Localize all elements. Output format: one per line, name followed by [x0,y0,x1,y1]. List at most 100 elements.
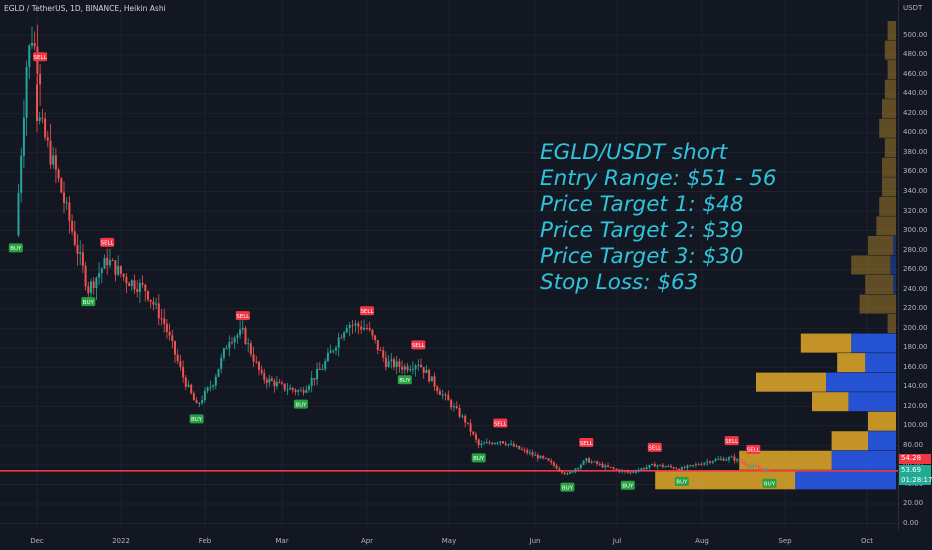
symbol-header[interactable]: EGLD / TetherUS, 1D, BINANCE, Heikin Ash… [4,4,166,13]
candle-body [214,376,217,386]
candle-body [483,443,486,445]
volume-profile-up-bar [826,372,896,392]
candle-body [125,276,128,284]
time-axis-label: Oct [860,537,874,545]
price-axis-label: 300.00 [903,226,928,235]
candle-body [664,466,667,468]
signal-badge [762,478,777,488]
signal-badge [235,311,250,321]
candle-body [488,442,491,444]
candle-body [510,443,513,445]
candle-body [441,394,444,396]
candle-body [744,462,747,465]
candle-body [332,350,335,352]
candle-body [81,252,84,266]
annotation-line-1: EGLD/USDT short [540,140,728,165]
candle-body [615,468,618,470]
candle-body [746,464,749,467]
candle-body [160,318,163,320]
candle-body [472,431,475,435]
candle-body [475,434,477,440]
candle-body [768,469,771,471]
candle-body [46,137,49,141]
candle-body [220,357,223,369]
candle-body [569,471,572,474]
candle-body [609,467,612,469]
candle-body [651,464,654,466]
signal-badge [647,442,662,452]
candle-body [76,244,79,254]
candle-body [558,468,561,471]
candle-body [376,340,379,351]
candle-body [141,282,144,285]
candle-body [458,408,461,417]
candle-body [436,386,439,392]
candle-body [485,442,488,444]
price-axis-label: 420.00 [903,108,928,117]
sell-label: SELL [360,309,374,315]
candle-body [518,445,521,450]
candle-body [171,335,174,342]
candle-body [387,361,390,368]
candle-body [544,457,547,459]
candle-body [382,350,385,358]
candle-body [403,366,406,370]
candle-body [539,455,542,459]
price-tag-current: 53.69 01:28:17 [899,465,932,485]
candle-body [321,369,324,371]
candle-body [98,273,101,278]
price-axis-label: 320.00 [903,206,928,215]
candle-body [84,265,87,287]
candle-body [714,459,717,461]
candle-body [411,369,414,371]
candle-body [763,468,766,471]
price-axis-label: 380.00 [903,147,928,156]
candle-body [477,439,480,446]
candle-body [44,118,47,138]
candle-body [683,467,686,469]
annotation-line-2: Entry Range: $51 - 56 [540,166,777,191]
candle-body [733,456,736,461]
candle-body [515,445,518,447]
candle-body [228,342,231,349]
price-axis-label: 480.00 [903,50,928,59]
candle-body [563,472,566,474]
candle-body [233,337,236,343]
candle-body [461,415,464,417]
candle-body [184,377,187,387]
candle-body [241,327,244,330]
candle-body [708,461,711,463]
candle-body [634,471,637,473]
candle-body [268,378,271,383]
candle-body [36,84,38,122]
candle-body [73,231,76,245]
candle-body [414,365,417,370]
signal-badge [411,340,426,350]
annotation-line-6: Stop Loss: $63 [540,270,699,295]
time-axis-label: Sep [778,537,792,545]
candle-body [239,329,242,336]
price-axis-unit: USDT [903,4,923,12]
volume-profile-up-bar [893,235,896,255]
volume-profile-down-bar [859,294,896,314]
candle-body [63,192,65,203]
buy-label: BUY [295,402,307,408]
candle-body [52,155,55,165]
candle-body [384,357,387,368]
candle-body [728,457,730,460]
candle-body [168,331,171,336]
candle-body [697,464,700,466]
candle-body [247,343,250,345]
candle-body [265,379,268,383]
candle-body [117,265,120,275]
volume-profile-down-bar [884,138,896,158]
candle-body [464,415,467,423]
candle-body [157,303,160,319]
candle-body [752,465,755,467]
candle-body [653,464,656,467]
candle-body [192,393,195,401]
candle-body [757,466,760,469]
price-axis[interactable] [898,0,932,530]
volume-profile-down-bar [884,40,896,60]
